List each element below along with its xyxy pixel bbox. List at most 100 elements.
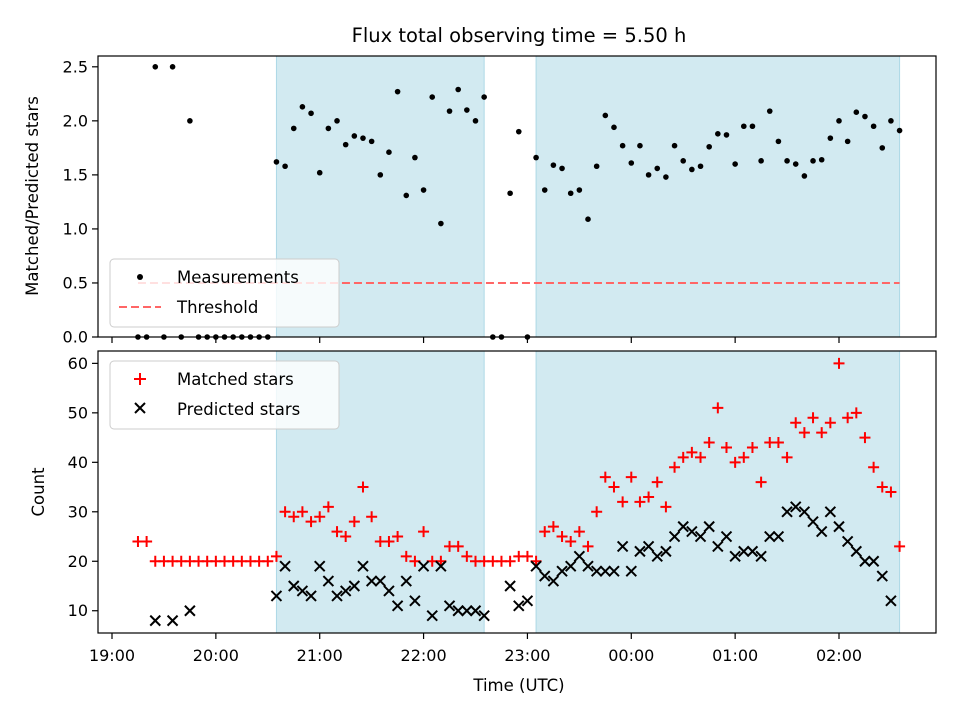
measurement-point (870, 123, 877, 130)
measurement-point (844, 138, 851, 145)
measurement-point (680, 158, 687, 164)
predicted-star-point (469, 605, 482, 617)
matched-star-point (322, 501, 334, 513)
predicted-star-point (781, 506, 793, 518)
predicted-star-point (435, 560, 447, 572)
predicted-star-point (521, 595, 534, 607)
x-tick-label: 22:00 (401, 646, 447, 665)
predicted-star-point (547, 575, 560, 587)
measurement-point (576, 187, 583, 193)
matched-star-point (746, 441, 758, 453)
x-tick-label: 02:00 (816, 646, 862, 665)
y-tick-label: 40 (68, 453, 88, 472)
predicted-star-point (885, 595, 897, 607)
predicted-star-point (833, 520, 845, 533)
measurement-point (749, 123, 756, 130)
matched-star-point (634, 496, 646, 508)
predicted-star-point (314, 560, 326, 572)
observing-window-shading (275, 55, 901, 338)
x-tick-label: 01:00 (712, 646, 758, 665)
predicted-star-point (365, 575, 378, 587)
measurement-point (758, 158, 764, 164)
matched-star-point (703, 437, 715, 449)
predicted-star-point (400, 575, 412, 587)
count-legend: Matched stars Predicted stars (109, 360, 340, 430)
matched-star-point (824, 417, 836, 429)
predicted-star-point (608, 565, 620, 577)
predicted-star-point (573, 550, 586, 563)
matched-star-point (677, 451, 689, 463)
matched-star-point (565, 535, 577, 547)
measurement-point (671, 142, 678, 149)
predicted-star-point (660, 545, 672, 558)
matched-star-point (288, 511, 300, 523)
predicted-star-point (764, 530, 776, 543)
matched-star-point (651, 476, 663, 488)
predicted-star-point (746, 545, 759, 558)
predicted-star-point (322, 575, 335, 587)
matched-star-point (400, 550, 412, 562)
predicted-star-point (556, 565, 568, 577)
predicted-star-point (815, 525, 828, 538)
matched-star-point (772, 437, 784, 449)
matched-legend-label: Matched stars (177, 370, 294, 389)
matched-star-point (625, 471, 637, 483)
measurement-point (637, 142, 643, 149)
predicted-star-point (564, 560, 577, 572)
matched-star-point (599, 471, 611, 483)
matched-star-point (720, 441, 732, 453)
matched-star-point (712, 402, 724, 414)
predicted-star-point (876, 570, 888, 582)
matched-star-point (885, 486, 897, 498)
matched-star-point (669, 461, 681, 473)
matched-star-point (521, 550, 533, 562)
measurement-point (836, 118, 842, 124)
matched-star-point (894, 540, 906, 552)
predicted-star-point (686, 525, 698, 538)
predicted-star-point (383, 585, 395, 597)
predicted-star-point (530, 560, 542, 572)
measurement-point (879, 145, 886, 151)
measurement-point (766, 108, 773, 114)
matched-legend-marker (134, 373, 146, 385)
measurement-point (619, 142, 626, 149)
predicted-star-point (357, 560, 369, 572)
count-y-ticks: 10 20 30 40 50 60 (68, 354, 98, 620)
matched-star-point (876, 481, 888, 493)
matched-star-point (807, 412, 819, 424)
predicted-star-point (149, 614, 161, 627)
x-tick-label: 21:00 (297, 646, 343, 665)
count-panel-frame (97, 350, 937, 634)
measurement-point (273, 159, 280, 165)
y-tick-label: 20 (68, 552, 88, 571)
measurement-point (472, 118, 479, 124)
predicted-star-point (590, 565, 603, 577)
predicted-star-point (452, 605, 464, 617)
predicted-star-point (634, 545, 646, 558)
ratio-panel-frame (97, 55, 937, 338)
ratio-legend: Measurements Threshold (109, 258, 340, 328)
predicted-star-point (798, 506, 811, 518)
y-tick-label: 2.5 (63, 57, 88, 76)
matched-star-point (340, 531, 352, 543)
ratio-x-ticks (111, 337, 840, 343)
measurement-point (541, 187, 548, 193)
measurement-point (282, 163, 288, 170)
predicted-star-point (772, 530, 785, 543)
matched-star-point (842, 412, 854, 424)
predicted-star-point (824, 506, 837, 518)
matched-star-point (582, 540, 594, 552)
matched-star-point (383, 535, 395, 547)
measurement-point (412, 154, 418, 161)
predicted-star-point (504, 580, 516, 592)
predicted-star-point (184, 605, 196, 617)
measurements-legend-marker (137, 274, 143, 280)
count-y-axis-label: Count (29, 467, 48, 517)
matched-star-point (798, 427, 810, 439)
measurement-point (818, 156, 825, 163)
measurement-point (169, 64, 176, 70)
matched-star-point (859, 432, 871, 444)
matched-star-point (573, 526, 585, 538)
matched-star-point (279, 506, 291, 518)
matched-star-point (738, 451, 750, 463)
